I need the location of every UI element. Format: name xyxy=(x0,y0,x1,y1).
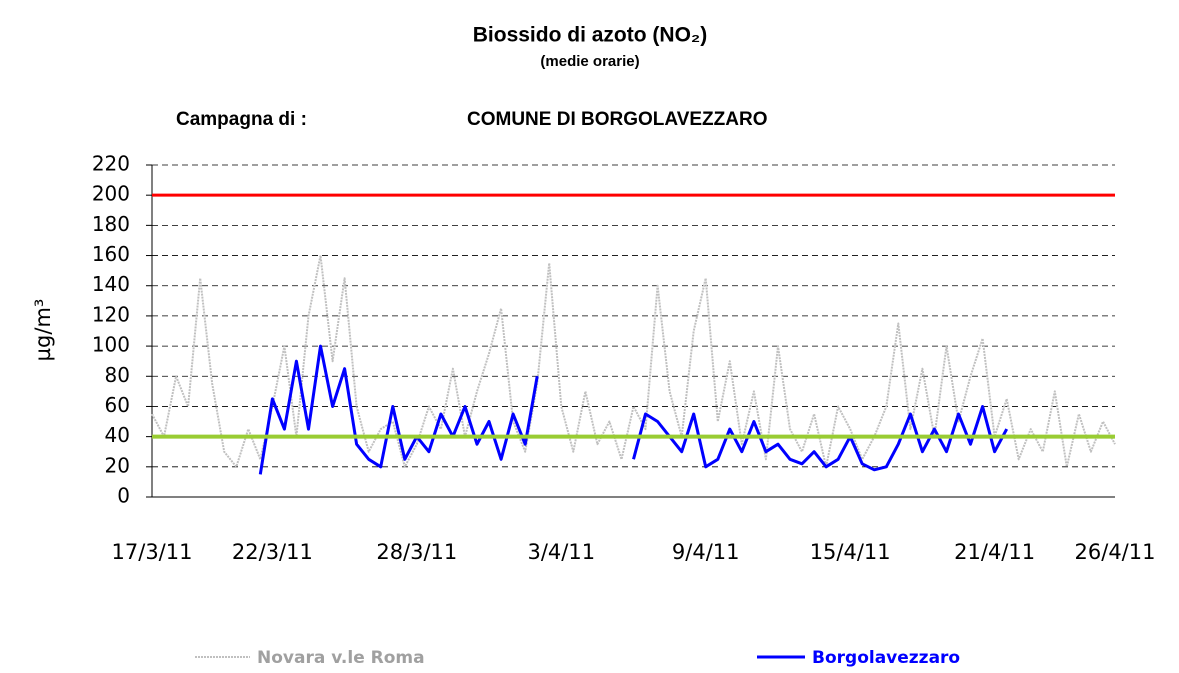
y-tick-label: 160 xyxy=(92,242,130,266)
y-tick-label: 200 xyxy=(92,182,130,206)
series-line xyxy=(258,344,1009,475)
chart-title: Biossido di azoto (NO₂) xyxy=(473,24,708,47)
y-tick-label: 120 xyxy=(92,302,130,326)
y-axis-label: µg/m³ xyxy=(31,299,55,362)
x-tick-label: 26/4/11 xyxy=(1075,540,1156,564)
y-tick-label: 140 xyxy=(92,272,130,296)
x-tick-label: 17/3/11 xyxy=(112,540,193,564)
x-tick-label: 3/4/11 xyxy=(527,540,595,564)
x-tick-label: 9/4/11 xyxy=(672,540,740,564)
x-tick-label: 28/3/11 xyxy=(376,540,457,564)
chart-subtitle: (medie orarie) xyxy=(540,53,639,70)
y-tick-label: 180 xyxy=(92,212,130,236)
y-tick-label: 0 xyxy=(117,484,130,508)
series-line xyxy=(151,254,1116,468)
x-tick-label: 21/4/11 xyxy=(954,540,1035,564)
y-tick-label: 20 xyxy=(105,453,130,477)
y-tick-label: 40 xyxy=(105,423,130,447)
legend-label: Borgolavezzaro xyxy=(812,648,960,668)
legend-label: Novara v.le Roma xyxy=(257,648,425,668)
x-tick-label: 22/3/11 xyxy=(232,540,313,564)
annotation: COMUNE DI BORGOLAVEZZARO xyxy=(467,109,767,130)
y-tick-label: 80 xyxy=(105,363,130,387)
annotation: Campagna di : xyxy=(176,109,307,130)
y-tick-label: 60 xyxy=(105,393,130,417)
y-tick-label: 220 xyxy=(92,152,130,176)
x-tick-label: 15/4/11 xyxy=(810,540,891,564)
y-tick-label: 100 xyxy=(92,333,130,357)
